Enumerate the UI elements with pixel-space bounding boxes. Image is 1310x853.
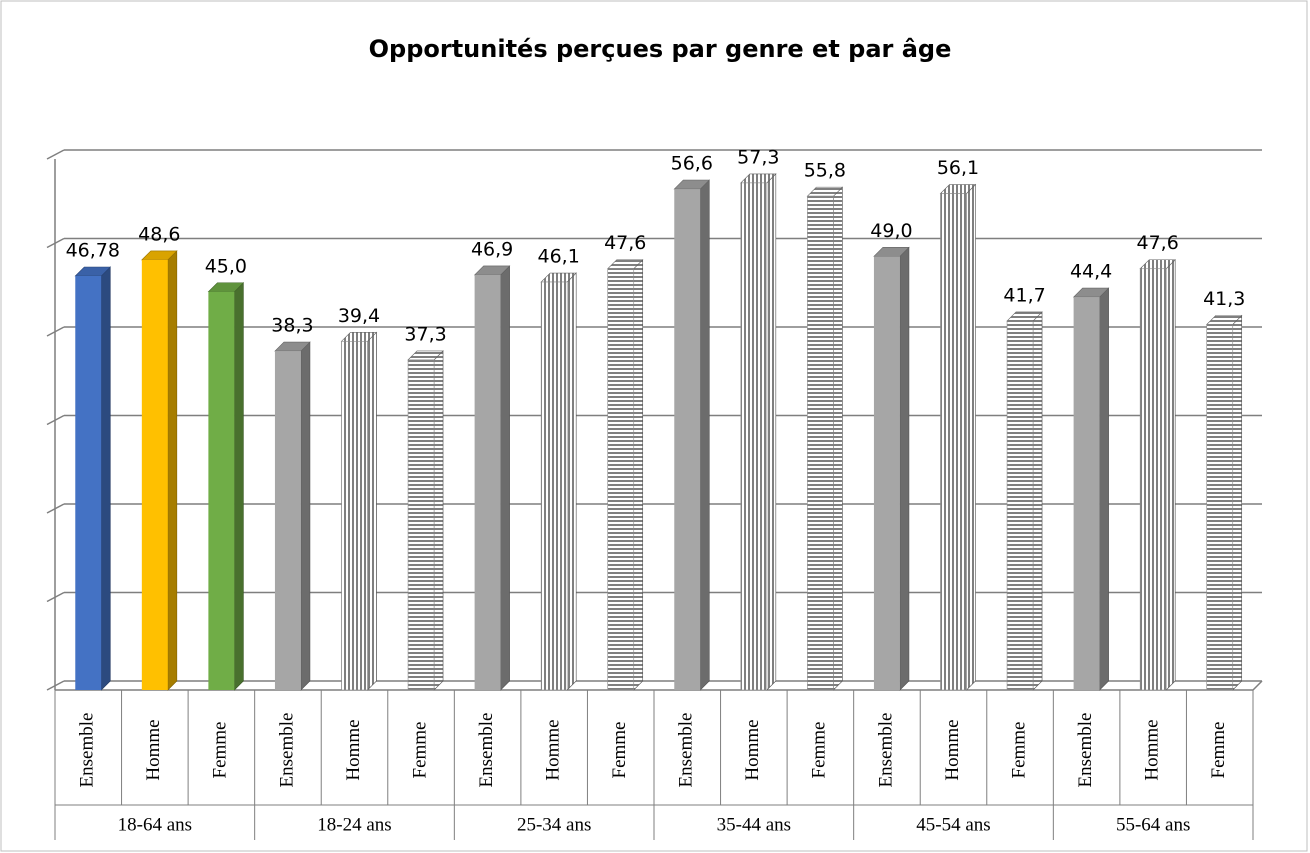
bar-side bbox=[1165, 259, 1176, 691]
bar bbox=[341, 341, 368, 691]
x-tick-label: Ensemble bbox=[77, 713, 98, 788]
bar-side bbox=[699, 179, 710, 691]
tick-mark bbox=[46, 149, 65, 160]
x-tick-label: Ensemble bbox=[1075, 713, 1096, 788]
bar bbox=[208, 291, 235, 690]
x-tick-label: Homme bbox=[343, 719, 364, 780]
data-label: 45,0 bbox=[205, 255, 247, 277]
bar bbox=[1073, 297, 1100, 690]
data-label: 55,8 bbox=[804, 160, 846, 182]
bar bbox=[141, 259, 168, 690]
bar-side bbox=[766, 173, 777, 691]
data-label: 41,7 bbox=[1003, 284, 1045, 306]
chart-title: Opportunités perçues par genre et par âg… bbox=[369, 35, 952, 63]
bar-side bbox=[367, 331, 377, 691]
bar-side bbox=[500, 265, 510, 691]
data-label: 47,6 bbox=[604, 232, 646, 254]
bar bbox=[940, 193, 967, 691]
bar bbox=[807, 195, 834, 691]
group-label: 45-54 ans bbox=[916, 814, 990, 835]
data-label: 37,3 bbox=[404, 323, 446, 345]
data-label: 46,78 bbox=[66, 239, 120, 261]
bar-side bbox=[1099, 287, 1109, 691]
data-label: 46,9 bbox=[471, 238, 513, 260]
group-label: 35-44 ans bbox=[717, 814, 791, 835]
bar bbox=[540, 281, 568, 691]
x-tick-label: Femme bbox=[409, 722, 430, 779]
data-label: 57,3 bbox=[737, 146, 779, 168]
x-tick-label: Femme bbox=[1208, 722, 1229, 779]
bar bbox=[75, 275, 102, 690]
x-tick-label: Homme bbox=[143, 719, 164, 780]
data-label: 44,4 bbox=[1070, 261, 1112, 283]
x-tick-label: Homme bbox=[742, 719, 763, 780]
group-label: 25-34 ans bbox=[517, 814, 591, 835]
data-label: 39,4 bbox=[338, 305, 380, 327]
group-label: 18-24 ans bbox=[317, 814, 391, 835]
data-label: 38,3 bbox=[271, 315, 313, 337]
bar-side bbox=[1032, 311, 1043, 691]
data-label: 41,3 bbox=[1203, 288, 1245, 310]
bar-side bbox=[1232, 314, 1243, 691]
bar bbox=[740, 182, 768, 691]
bar bbox=[607, 268, 635, 691]
bar bbox=[873, 256, 900, 690]
bar-side bbox=[234, 282, 244, 691]
x-tick-label: Ensemble bbox=[476, 713, 497, 788]
x-tick-label: Femme bbox=[210, 722, 231, 779]
x-tick-label: Ensemble bbox=[676, 713, 697, 788]
bar-side bbox=[633, 259, 644, 691]
bar-side bbox=[167, 250, 178, 691]
x-tick-label: Femme bbox=[1008, 722, 1029, 779]
bar bbox=[1139, 268, 1167, 691]
bar bbox=[474, 274, 501, 690]
bar-side bbox=[899, 246, 910, 691]
group-label: 18-64 ans bbox=[118, 814, 192, 835]
data-label: 46,1 bbox=[538, 246, 580, 268]
x-tick-label: Homme bbox=[942, 719, 963, 780]
data-label: 56,1 bbox=[937, 157, 979, 179]
bar bbox=[1006, 320, 1034, 691]
bar bbox=[407, 359, 435, 691]
data-label: 47,6 bbox=[1137, 232, 1179, 254]
data-label: 49,0 bbox=[870, 220, 912, 242]
x-tick-label: Femme bbox=[609, 722, 630, 779]
bar-side bbox=[833, 186, 843, 691]
bar-side bbox=[566, 272, 577, 691]
x-tick-label: Femme bbox=[809, 722, 830, 779]
x-tick-label: Homme bbox=[1142, 719, 1163, 780]
bar bbox=[1206, 324, 1234, 691]
x-tick-label: Ensemble bbox=[276, 713, 297, 788]
x-tick-label: Homme bbox=[543, 719, 564, 780]
data-label: 56,6 bbox=[671, 153, 713, 175]
data-label: 48,6 bbox=[138, 223, 180, 245]
bar-side bbox=[100, 266, 111, 691]
group-label: 55-64 ans bbox=[1116, 814, 1190, 835]
bar-side bbox=[300, 341, 311, 691]
bar bbox=[274, 351, 301, 690]
bar-side bbox=[966, 183, 976, 691]
bar bbox=[674, 189, 701, 690]
bar-side bbox=[433, 350, 444, 691]
x-tick-label: Ensemble bbox=[875, 713, 896, 788]
